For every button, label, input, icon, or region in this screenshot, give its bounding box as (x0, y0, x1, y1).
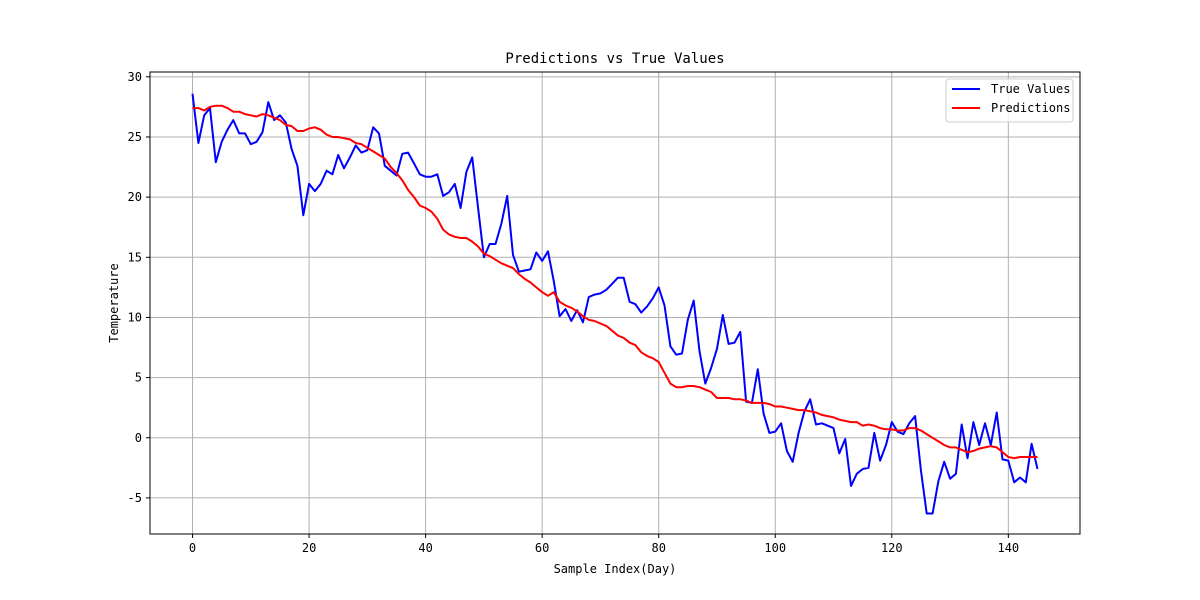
series-layer (191, 93, 1039, 515)
x-tick-label: 40 (418, 541, 432, 555)
y-tick-label: -5 (128, 491, 142, 505)
y-tick-label: 15 (128, 250, 142, 264)
chart-title: Predictions vs True Values (505, 51, 724, 67)
x-tick-label: 0 (189, 541, 196, 555)
series-line-predictions (192, 104, 1038, 460)
y-tick-label: 10 (128, 310, 142, 324)
x-tick-label: 100 (764, 541, 786, 555)
x-axis-label: Sample Index(Day) (554, 562, 677, 576)
x-tick-label: 120 (881, 541, 903, 555)
plot-area-frame (149, 71, 1081, 535)
y-axis-ticks: -5 0 5 10 15 20 25 30 (128, 70, 150, 505)
x-tick-label: 80 (651, 541, 665, 555)
y-tick-label: 5 (135, 371, 142, 385)
legend-label-true-values: True Values (991, 82, 1070, 96)
grid-lines (150, 72, 1080, 534)
x-axis-ticks: 0 20 40 60 80 100 120 140 (189, 534, 1019, 555)
y-tick-label: 30 (128, 70, 142, 84)
y-axis-label: Temperature (107, 263, 121, 342)
y-tick-label: 0 (135, 431, 142, 445)
x-tick-label: 60 (535, 541, 549, 555)
x-tick-label: 20 (302, 541, 316, 555)
y-tick-label: 20 (128, 190, 142, 204)
legend-label-predictions: Predictions (991, 101, 1070, 115)
x-tick-label: 140 (997, 541, 1019, 555)
y-tick-label: 25 (128, 130, 142, 144)
legend: True Values Predictions (945, 78, 1074, 123)
